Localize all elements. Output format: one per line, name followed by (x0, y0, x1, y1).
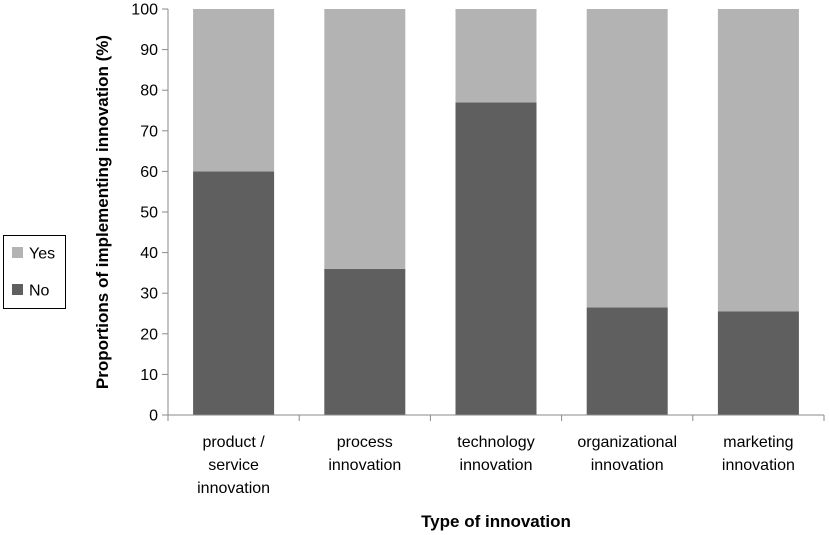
x-category-labels: product / service innovation process innovat… (197, 434, 795, 497)
bar-no-3 (586, 307, 668, 415)
x-category-label-3: organizational innovation (577, 434, 677, 474)
bar-yes-2 (455, 9, 537, 103)
bar-no-4 (717, 311, 799, 415)
y-tick-label-0: 0 (149, 408, 158, 425)
y-tick-labels: 0 10 20 30 40 50 60 70 80 90 100 (131, 2, 158, 425)
x-category-label-0: product / service innovation (197, 434, 270, 497)
bar-yes-0 (193, 9, 275, 172)
legend: Yes No (3, 235, 66, 309)
x-axis-title: Type of innovation (421, 512, 571, 531)
y-tick-label-20: 20 (140, 326, 158, 343)
bars-group (193, 9, 799, 416)
legend-swatch-no (12, 284, 23, 295)
bar-no-0 (193, 171, 275, 415)
y-tick-label-40: 40 (140, 245, 158, 262)
y-tick-label-80: 80 (140, 83, 158, 100)
bar-no-1 (324, 268, 406, 415)
bar-yes-4 (717, 9, 799, 312)
legend-swatch-yes (12, 247, 23, 258)
axes-group (162, 8, 825, 421)
legend-label-yes: Yes (29, 246, 55, 263)
y-tick-label-60: 60 (140, 164, 158, 181)
y-tick-label-30: 30 (140, 286, 158, 303)
y-tick-label-10: 10 (140, 367, 158, 384)
legend-box (3, 235, 66, 309)
bar-no-2 (455, 102, 537, 416)
x-category-label-4: marketing innovation (722, 434, 795, 474)
y-tick-label-50: 50 (140, 205, 158, 222)
y-tick-label-100: 100 (131, 2, 158, 19)
y-tick-label-70: 70 (140, 123, 158, 140)
bar-yes-1 (324, 9, 406, 269)
x-category-label-1: process innovation (328, 434, 401, 474)
bar-yes-3 (586, 9, 668, 308)
y-tick-label-90: 90 (140, 42, 158, 59)
x-category-label-2: technology innovation (457, 434, 534, 474)
legend-label-no: No (29, 283, 50, 300)
y-axis-title: Proportions of implementing innovation (… (93, 35, 112, 389)
